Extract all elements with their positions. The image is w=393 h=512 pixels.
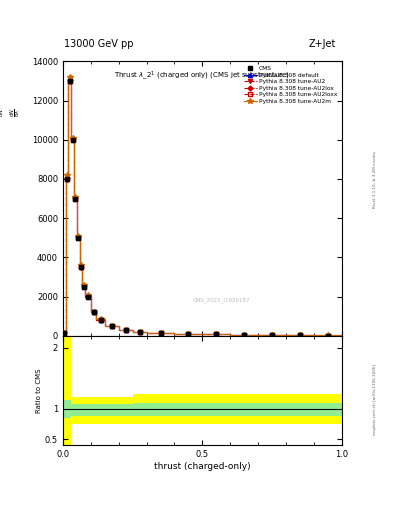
Text: 13000 GeV pp: 13000 GeV pp (64, 38, 133, 49)
Text: Rivet 3.1.10, ≥ 3.2M events: Rivet 3.1.10, ≥ 3.2M events (373, 151, 377, 208)
Bar (71, 397, 133, 424)
Text: Z+Jet: Z+Jet (309, 38, 336, 49)
Text: mcplots.cern.ch [arXiv:1306.3436]: mcplots.cern.ch [arXiv:1306.3436] (373, 364, 377, 435)
Bar (133, 394, 342, 424)
Bar (133, 403, 342, 416)
Bar (71, 404, 133, 416)
Bar (63, 336, 71, 452)
X-axis label: thrust (charged-only): thrust (charged-only) (154, 462, 251, 471)
Text: Thrust $\lambda$_2$^1$ (charged only) (CMS jet substructure): Thrust $\lambda$_2$^1$ (charged only) (C… (114, 70, 290, 82)
Text: CMS_2021_I1920187: CMS_2021_I1920187 (193, 297, 251, 303)
Legend: CMS, Pythia 8.308 default, Pythia 8.308 tune-AU2, Pythia 8.308 tune-AU2lox, Pyth: CMS, Pythia 8.308 default, Pythia 8.308 … (242, 65, 339, 105)
Bar (63, 400, 71, 418)
Y-axis label: Ratio to CMS: Ratio to CMS (36, 368, 42, 413)
Text: $\frac{1}{\mathrm{d}N}$
$\frac{\mathrm{d}N}{\mathrm{d}\lambda}$: $\frac{1}{\mathrm{d}N}$ $\frac{\mathrm{d… (0, 108, 23, 117)
